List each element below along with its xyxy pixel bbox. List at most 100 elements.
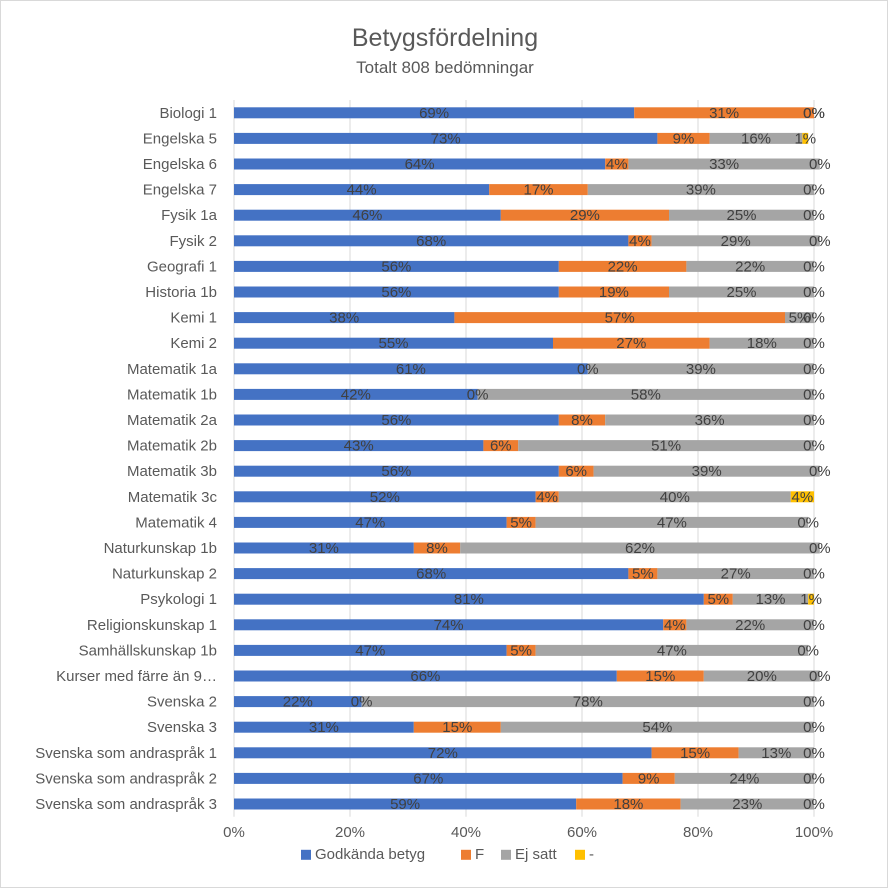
bar-segment: [460, 542, 820, 554]
data-label: 56%: [381, 463, 411, 480]
category-label: Psykologi 1: [140, 591, 217, 608]
legend: Godkända betyg F Ej satt -: [301, 846, 594, 863]
data-label: 68%: [416, 233, 446, 250]
bar-segment: [535, 491, 559, 503]
bar-segment: [234, 440, 484, 452]
bar-segment: [500, 209, 669, 221]
data-label: 0%: [351, 694, 373, 711]
data-label: 74%: [434, 617, 464, 634]
data-label: 22%: [608, 258, 638, 275]
data-label: 0%: [803, 105, 825, 122]
data-label: 40%: [660, 489, 690, 506]
bar-segment: [628, 158, 820, 170]
data-label: 0%: [803, 386, 825, 403]
data-label: 0%: [803, 335, 825, 352]
data-label: 39%: [692, 463, 722, 480]
legend-label: -: [589, 846, 594, 863]
data-label: 18%: [747, 335, 777, 352]
data-label: 39%: [686, 361, 716, 378]
bar-segment: [790, 491, 814, 503]
data-label: 0%: [803, 284, 825, 301]
data-label: 44%: [347, 182, 377, 199]
data-label: 51%: [651, 438, 681, 455]
bar-segment: [680, 798, 814, 810]
category-label: Fysik 1a: [161, 207, 218, 224]
bar-segment: [657, 132, 710, 144]
category-label: Matematik 1b: [127, 386, 217, 403]
bar-segment: [669, 286, 814, 298]
bar-segment: [785, 312, 814, 324]
bar-segment: [628, 235, 652, 247]
category-label: Biologi 1: [159, 105, 217, 122]
bar-segment: [657, 568, 814, 580]
bar-segment: [234, 388, 478, 400]
data-label: 0%: [803, 258, 825, 275]
data-label: 4%: [536, 489, 558, 506]
bar-segment: [234, 184, 490, 196]
bar-segment: [234, 747, 652, 759]
chart-title: Betygsfördelning: [352, 24, 538, 52]
chart-subtitle: Totalt 808 bedömningar: [356, 58, 534, 77]
legend-label: F: [475, 846, 484, 863]
bar-segment: [703, 670, 820, 682]
data-label: 0%: [803, 310, 825, 327]
data-label: 78%: [573, 694, 603, 711]
bar-segment: [234, 644, 507, 656]
data-label: 19%: [599, 284, 629, 301]
data-label: 72%: [428, 745, 458, 762]
bar-segment: [558, 414, 606, 426]
data-label: 22%: [735, 258, 765, 275]
data-label: 0%: [803, 745, 825, 762]
data-label: 5%: [510, 642, 532, 659]
data-label: 66%: [410, 668, 440, 685]
data-label: 0%: [803, 438, 825, 455]
data-label: 39%: [686, 182, 716, 199]
bar-segment: [732, 593, 809, 605]
bar-segment: [709, 132, 803, 144]
category-label: Svenska 3: [147, 719, 217, 736]
bar-segment: [506, 644, 536, 656]
category-label: Historia 1b: [145, 284, 217, 301]
bar-segment: [489, 184, 588, 196]
bar-segment: [587, 184, 814, 196]
bar-segment: [703, 593, 733, 605]
x-tick-label: 20%: [335, 824, 365, 841]
x-tick-label: 100%: [795, 824, 833, 841]
data-label: 0%: [803, 361, 825, 378]
category-label: Svenska som andraspråk 1: [35, 745, 217, 762]
bar-segment: [605, 158, 629, 170]
x-axis-ticks: 0% 20% 40% 60% 80% 100%: [223, 824, 833, 841]
bars: [234, 107, 820, 810]
data-label: 0%: [809, 463, 831, 480]
bar-segment: [234, 414, 559, 426]
x-tick-label: 40%: [451, 824, 481, 841]
data-label: 61%: [396, 361, 426, 378]
category-label: Svenska 2: [147, 694, 217, 711]
data-label: 68%: [416, 566, 446, 583]
data-label: 4%: [792, 489, 814, 506]
bar-segment: [500, 721, 814, 733]
data-label: 0%: [797, 642, 819, 659]
bar-segment: [234, 593, 704, 605]
bar-segment: [622, 772, 675, 784]
data-label: 1%: [800, 591, 822, 608]
bar-segment: [651, 747, 739, 759]
data-label: 0%: [803, 566, 825, 583]
category-label: Matematik 2a: [127, 412, 218, 429]
data-label: 54%: [642, 719, 672, 736]
bar-segment: [413, 542, 461, 554]
data-label: 56%: [381, 412, 411, 429]
bar-segment: [234, 260, 559, 272]
bar-segment: [802, 132, 809, 144]
data-label: 0%: [809, 156, 831, 173]
bar-segment: [234, 132, 658, 144]
data-label: 22%: [735, 617, 765, 634]
data-label: 73%: [431, 130, 461, 147]
data-label: 38%: [329, 310, 359, 327]
bar-segment: [361, 696, 814, 708]
legend-swatch: [501, 849, 511, 860]
category-label: Naturkunskap 2: [112, 566, 217, 583]
bar-segment: [616, 670, 704, 682]
